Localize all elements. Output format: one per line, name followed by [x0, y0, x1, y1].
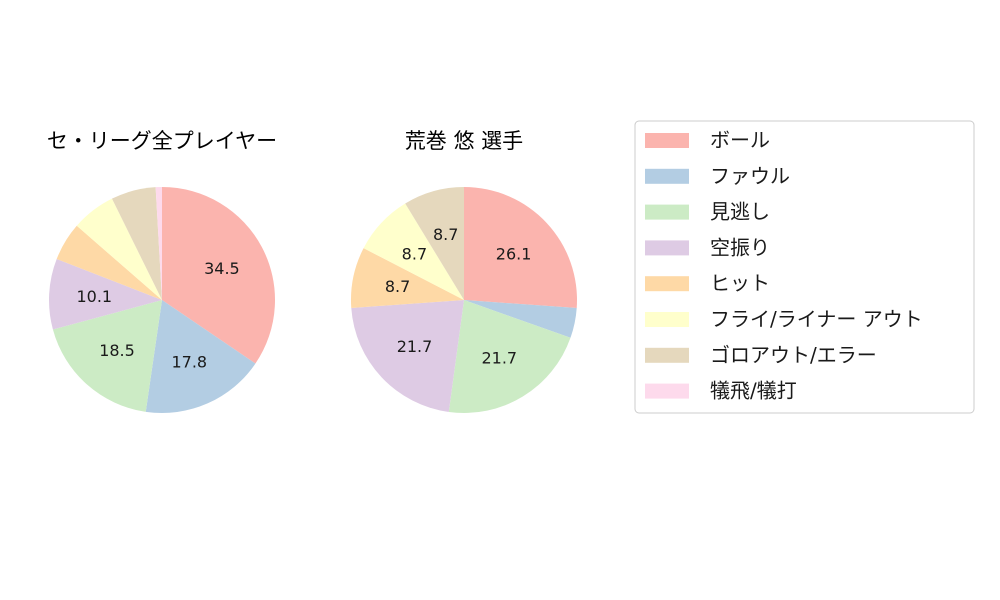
slice-label-swinging-strike: 10.1 [76, 287, 112, 306]
pie-slice-ground-out-error [111, 187, 162, 300]
legend-label-sacrifice: 犠飛/犠打 [710, 379, 797, 403]
legend-swatch-called-strike [645, 204, 689, 220]
pie-slice-foul [145, 300, 256, 413]
legend-swatch-hit [645, 276, 689, 292]
legend-frame [634, 120, 975, 414]
slice-label-ball: 26.1 [496, 244, 532, 263]
legend-label-called-strike: 見逃し [710, 200, 770, 224]
legend-label-ground-out-error: ゴロアウト/エラー [710, 343, 877, 367]
pie-slice-hit [56, 225, 162, 300]
slice-label-ball: 34.5 [204, 259, 240, 278]
pie-slice-hit [350, 248, 464, 308]
legend-swatch-foul [645, 168, 689, 184]
slice-label-called-strike: 18.5 [99, 341, 135, 360]
legend-label-ball: ボール [710, 128, 770, 152]
pie-slices-player: 26.1 21.7 21.7 8.7 8.7 8.7 [350, 187, 578, 414]
pie-slices-league: 34.5 17.8 18.5 10.1 [48, 186, 276, 413]
slice-label-swinging-strike: 21.7 [397, 337, 433, 356]
slice-label-called-strike: 21.7 [481, 348, 517, 367]
pie-slice-fly-liner-out [363, 203, 464, 300]
pie-slice-fly-liner-out [76, 198, 162, 300]
slice-label-foul: 17.8 [171, 353, 207, 372]
pie-slice-swinging-strike [351, 300, 464, 412]
legend-label-fly-liner-out: フライ/ライナー アウト [710, 307, 923, 331]
chart-title-league: セ・リーグ全プレイヤー [47, 129, 277, 153]
pie-slice-ground-out-error [405, 187, 464, 300]
pie-chart-league: セ・リーグ全プレイヤー 34.5 17.8 18.5 10.1 [47, 129, 277, 413]
pie-slice-ball [162, 186, 276, 364]
legend-swatch-ground-out-error [645, 347, 689, 363]
slice-label-ground-out-error: 8.7 [433, 225, 458, 244]
pie-slice-sacrifice [155, 186, 162, 300]
pie-slice-called-strike [448, 300, 571, 414]
pie-slice-foul [464, 300, 577, 338]
legend-label-hit: ヒット [710, 271, 770, 295]
pie-slice-swinging-strike [48, 259, 163, 330]
legend-swatch-ball [645, 133, 689, 148]
slice-label-hit: 8.7 [385, 277, 410, 296]
pie-slice-called-strike [52, 300, 162, 412]
pie-chart-player: 荒巻 悠 選手 26.1 21.7 21.7 8.7 8.7 8.7 [350, 129, 578, 414]
legend-swatch-swinging-strike [645, 240, 689, 256]
legend-label-foul: ファウル [710, 164, 790, 188]
legend-label-swinging-strike: 空振り [710, 235, 770, 259]
legend-swatch-sacrifice [645, 383, 689, 399]
slice-label-fly-liner-out: 8.7 [402, 244, 427, 263]
chart-title-player: 荒巻 悠 選手 [405, 129, 523, 153]
pie-slice-ball [464, 187, 578, 308]
legend-swatch-fly-liner-out [645, 312, 689, 327]
